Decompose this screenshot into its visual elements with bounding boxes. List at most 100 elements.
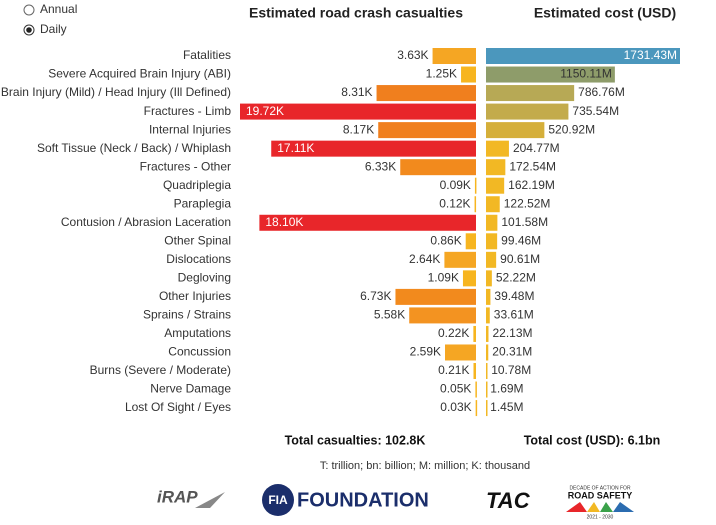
value-label: 0.86K xyxy=(430,233,461,247)
value-label: 735.54M xyxy=(572,104,619,118)
bar xyxy=(444,251,476,268)
bar xyxy=(486,214,498,231)
bar xyxy=(486,344,489,361)
bar xyxy=(395,288,476,305)
bar xyxy=(475,400,478,417)
value-label: 3.63K xyxy=(397,48,428,62)
logo-irap: iRAP xyxy=(157,487,198,506)
value-label: 2.59K xyxy=(410,345,441,359)
bar xyxy=(486,288,491,305)
category-label: Fatalities xyxy=(183,48,231,62)
bar xyxy=(409,307,476,324)
value-label: 99.46M xyxy=(501,233,541,247)
value-label: 520.92M xyxy=(548,122,595,136)
logo-shape xyxy=(613,502,634,512)
radio-label[interactable]: Daily xyxy=(40,22,67,36)
value-label: 1150.11M xyxy=(560,67,612,81)
category-label: Other Injuries xyxy=(159,289,231,303)
category-label: Sprains / Strains xyxy=(143,308,231,322)
value-label: 33.61M xyxy=(494,308,534,322)
bar xyxy=(486,48,680,64)
total: Total cost (USD): 6.1bn xyxy=(524,433,661,447)
bar xyxy=(486,400,488,417)
total: Total casualties: 102.8K xyxy=(285,433,426,447)
category-label: Dislocations xyxy=(166,252,231,266)
value-label: 8.31K xyxy=(341,85,372,99)
radio-dot xyxy=(26,27,32,33)
value-label: 1.25K xyxy=(426,67,457,81)
value-label: 0.12K xyxy=(439,196,470,210)
value-label: 10.78M xyxy=(491,363,531,377)
category-label: Nerve Damage xyxy=(150,382,231,396)
bar xyxy=(400,159,476,176)
bar xyxy=(473,363,476,380)
category-label: Severe Acquired Brain Injury (ABI) xyxy=(48,67,231,81)
bar xyxy=(486,85,575,102)
bar xyxy=(475,381,477,398)
category-label: Soft Tissue (Neck / Back) / Whiplash xyxy=(37,141,231,155)
category-label: Concussion xyxy=(168,345,231,359)
bar xyxy=(445,344,476,361)
bar xyxy=(486,159,506,176)
value-label: 204.77M xyxy=(513,141,560,155)
bar xyxy=(259,214,476,231)
logo-shape xyxy=(262,484,294,516)
category-label: Internal Injuries xyxy=(149,122,231,136)
category-label: Other Spinal xyxy=(164,233,231,247)
logo-years: 2021 - 2030 xyxy=(587,514,614,520)
bar xyxy=(378,122,476,139)
bar xyxy=(271,140,476,157)
value-label: 5.58K xyxy=(374,308,405,322)
chart-title: Estimated road crash casualties xyxy=(249,5,463,21)
bar xyxy=(474,177,477,194)
value-label: 1.45M xyxy=(490,400,523,414)
chart-title: Estimated cost (USD) xyxy=(534,5,676,21)
logo-roadsafety: ROAD SAFETY xyxy=(568,490,633,500)
note: T: trillion; bn: billion; M: million; K:… xyxy=(320,460,530,472)
category-label: Brain Injury (Mild) / Head Injury (Ill D… xyxy=(1,85,231,99)
category-label: Contusion / Abrasion Laceration xyxy=(61,215,231,229)
radio-label[interactable]: Annual xyxy=(40,2,77,16)
bar xyxy=(474,196,477,213)
value-label: 0.22K xyxy=(438,326,469,340)
value-label: 39.48M xyxy=(494,289,534,303)
bar xyxy=(486,233,498,250)
bar xyxy=(486,196,500,213)
category-label: Degloving xyxy=(178,271,231,285)
bar xyxy=(486,307,490,324)
value-label: 786.76M xyxy=(578,85,625,99)
logo-decade: DECADE OF ACTION FOR xyxy=(569,485,631,491)
logo-shape xyxy=(566,502,587,512)
category-label: Paraplegia xyxy=(174,196,232,210)
bar xyxy=(461,66,476,83)
logo-fia: FIA xyxy=(268,493,288,507)
logo-shape xyxy=(587,502,600,512)
category-label: Fractures - Other xyxy=(140,159,231,173)
logo-tac: TAC xyxy=(486,488,531,513)
value-label: 90.61M xyxy=(500,252,540,266)
value-label: 6.73K xyxy=(360,289,391,303)
bar xyxy=(486,122,545,139)
value-label: 1.09K xyxy=(428,271,459,285)
value-label: 1.69M xyxy=(490,382,523,396)
radio-annual[interactable] xyxy=(23,4,35,16)
value-label: 1731.43M xyxy=(624,48,677,62)
bar xyxy=(486,66,615,83)
value-label: 2.64K xyxy=(409,252,440,266)
bar xyxy=(462,270,476,287)
bar xyxy=(473,325,476,342)
bar xyxy=(486,251,497,268)
value-label: 0.09K xyxy=(440,178,471,192)
value-label: 0.03K xyxy=(440,400,471,414)
logo-shape xyxy=(195,492,225,508)
bar xyxy=(486,140,509,157)
category-label: Burns (Severe / Moderate) xyxy=(90,363,231,377)
value-label: 8.17K xyxy=(343,122,374,136)
category-label: Lost Of Sight / Eyes xyxy=(125,400,231,414)
logo-shape xyxy=(600,502,613,512)
bar xyxy=(486,270,492,287)
value-label: 20.31M xyxy=(492,345,532,359)
bar xyxy=(432,48,476,64)
category-label: Quadriplegia xyxy=(163,178,231,192)
